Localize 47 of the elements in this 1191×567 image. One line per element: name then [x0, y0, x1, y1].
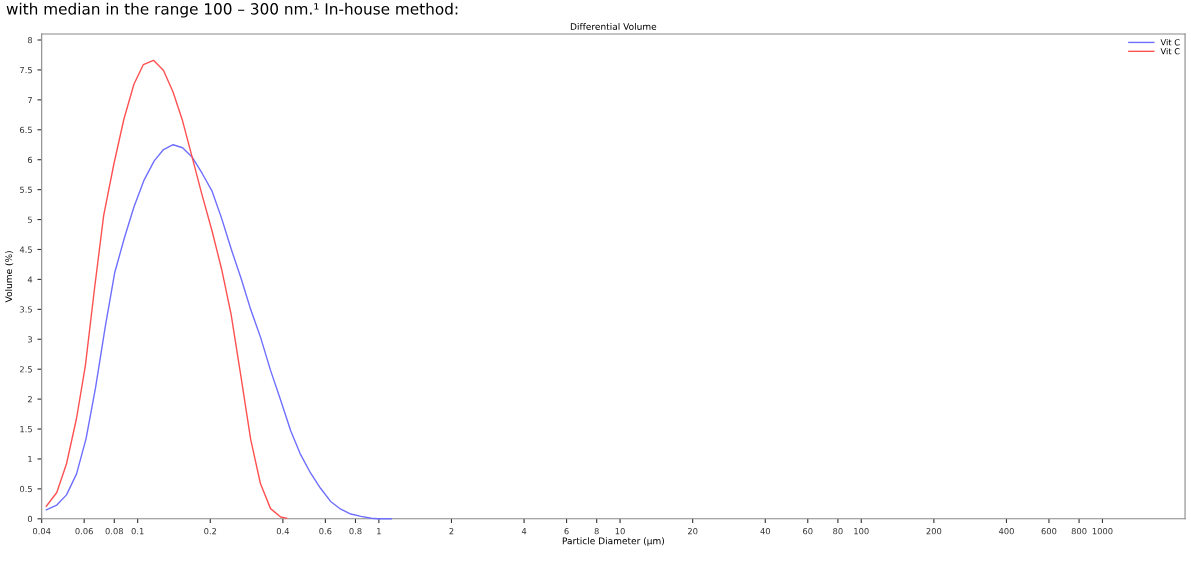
y-tick-label: 2.5: [20, 366, 32, 373]
y-tick-label: 5: [28, 216, 32, 223]
legend-label: Vit C: [1160, 39, 1180, 46]
y-tick-label: 4.5: [19, 246, 32, 253]
y-tick-label: 4: [27, 276, 33, 283]
y-axis-title: Volume (%): [5, 251, 14, 303]
x-tick-label: 0.6: [319, 527, 332, 535]
x-tick-label: 0.08: [105, 527, 123, 535]
x-tick-label: 80: [833, 527, 843, 535]
x-tick-label: 600: [1041, 527, 1057, 535]
x-tick-label: 2: [449, 527, 454, 535]
y-tick-label: 8: [27, 36, 33, 44]
x-tick-label: 60: [803, 527, 813, 535]
x-tick-label: 0.06: [75, 527, 93, 535]
x-tick-label: 0.04: [32, 527, 51, 535]
y-tick-label: 7: [28, 96, 32, 104]
y-tick-label: 6.5: [19, 126, 32, 134]
x-tick-label: 100: [854, 527, 869, 535]
y-tick-label: 1.5: [20, 426, 32, 433]
y-tick-label: 3: [27, 336, 32, 343]
x-tick-label: 8: [594, 527, 599, 535]
x-tick-label: 1: [377, 528, 381, 535]
y-tick-label: 1: [28, 456, 32, 463]
y-tick-label: 6: [27, 156, 33, 163]
x-tick-label: 0.4: [276, 527, 290, 535]
text: with median in the range 100 – 300 nm.¹ In-house method:: [6, 2, 458, 18]
x-tick-label: 400: [998, 527, 1014, 535]
x-tick-label: 0.2: [204, 527, 217, 535]
y-tick-label: 7.5: [20, 67, 32, 74]
y-tick-label: 0: [27, 515, 33, 523]
y-tick-label: 2: [27, 396, 32, 403]
x-tick-label: 4: [521, 528, 527, 535]
x-axis-title: Particle Diameter (µm): [562, 537, 664, 547]
x-tick-label: 6: [564, 527, 569, 535]
x-tick-label: 20: [687, 527, 698, 535]
y-tick-label: 0.5: [19, 485, 32, 493]
x-tick-label: 800: [1071, 527, 1087, 535]
x-tick-label: 0.8: [349, 527, 362, 535]
legend-label: Vit C: [1160, 47, 1180, 55]
x-tick-label: 10: [615, 527, 625, 535]
x-tick-label: 200: [926, 527, 942, 535]
y-tick-label: 3.5: [20, 306, 32, 313]
x-tick-label: 40: [760, 527, 771, 535]
y-tick-label: 5.5: [20, 186, 32, 193]
x-tick-label: 1000: [1092, 527, 1113, 535]
x-tick-label: 0.1: [131, 527, 144, 535]
chart-title: Differential Volume: [570, 22, 657, 30]
